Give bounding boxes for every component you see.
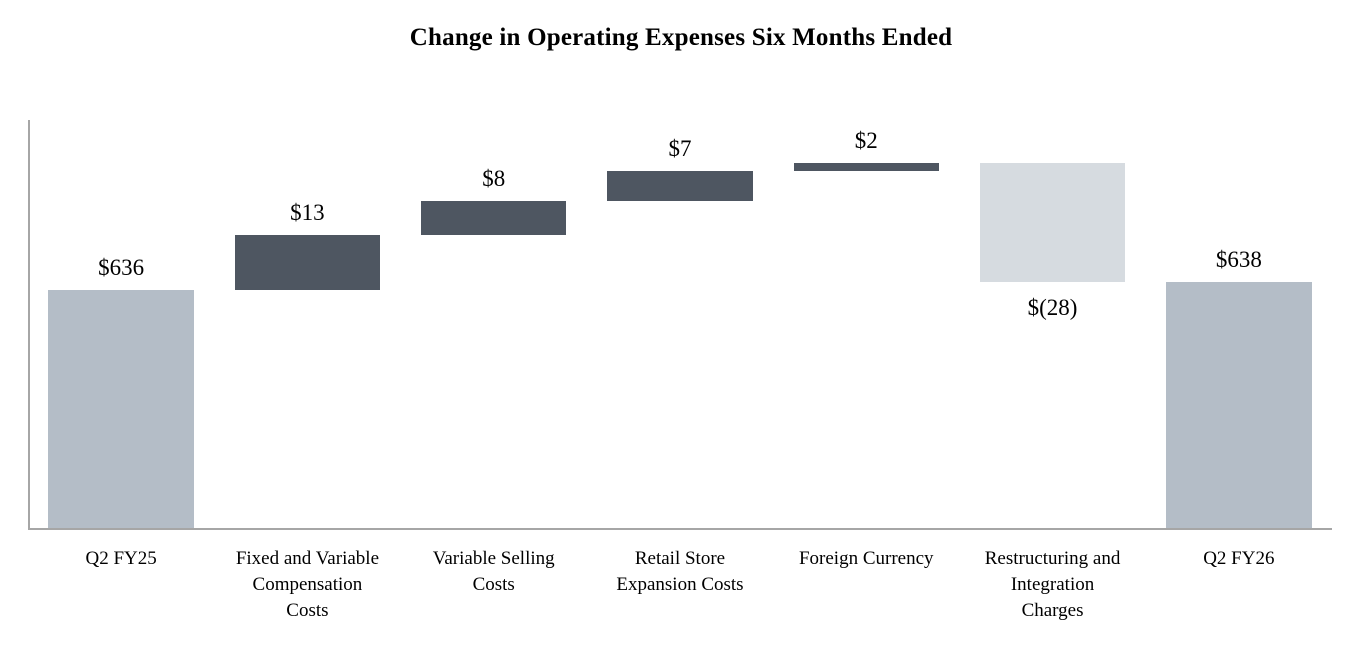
x-axis-category-label: Retail Store Expansion Costs	[616, 548, 744, 595]
x-axis-category-label: Foreign Currency	[798, 548, 934, 569]
chart-title: Change in Operating Expenses Six Months …	[409, 24, 953, 51]
bar-value-label: $7	[668, 136, 692, 161]
y-axis-line	[28, 120, 30, 530]
bar-fixed-and-variable-compensation-costs	[234, 234, 381, 290]
bar-value-label: $8	[482, 165, 506, 191]
bar-value-label: $2	[854, 127, 878, 153]
x-axis-category-label: Q2 FY26	[1203, 548, 1275, 569]
bar-foreign-currency	[793, 162, 939, 171]
x-axis-category-label: Variable Selling Costs	[432, 548, 555, 595]
bar-value-label: $(28)	[1027, 294, 1078, 320]
x-axis-category-label: Restructuring and Integration Charges	[984, 548, 1121, 621]
bar-retail-store-expansion-costs	[607, 171, 753, 201]
bar-value-label: $638	[1215, 246, 1262, 272]
x-axis-labels: Q2 FY25 Fixed and Variable Compensation Cos…	[28, 546, 1332, 624]
bar-variable-selling-costs	[421, 200, 567, 235]
bar-restructuring-and-integration-charges	[979, 162, 1126, 282]
x-axis-category-label: Q2 FY25	[85, 548, 157, 569]
bar-q2-fy26	[1166, 281, 1312, 528]
plot-area: $636 $13 $8 $7 $2 $(28) $638	[28, 120, 1332, 530]
bar-value-label: $13	[290, 199, 325, 225]
bar-value-label: $636	[98, 255, 145, 280]
x-axis-line	[28, 528, 1332, 530]
bars-layer: $636 $13 $8 $7 $2 $(28) $638	[28, 120, 1332, 528]
bar-q2-fy25	[48, 290, 194, 528]
x-axis-category-label: Fixed and Variable Compensation Costs	[235, 548, 379, 621]
